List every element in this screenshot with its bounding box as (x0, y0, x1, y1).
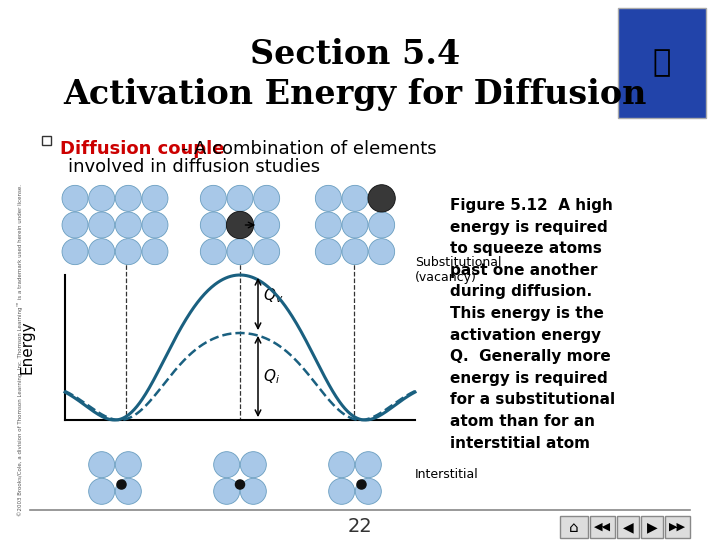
Circle shape (89, 212, 114, 238)
Circle shape (315, 185, 341, 211)
Circle shape (142, 239, 168, 265)
Circle shape (200, 239, 226, 265)
Text: ⌂: ⌂ (570, 519, 579, 535)
Text: ◀: ◀ (623, 520, 634, 534)
Circle shape (253, 185, 279, 211)
Circle shape (115, 478, 141, 504)
Circle shape (142, 212, 168, 238)
Circle shape (89, 478, 114, 504)
Text: 📗: 📗 (653, 49, 671, 78)
Text: ◀◀: ◀◀ (593, 522, 611, 532)
Circle shape (357, 480, 366, 489)
Text: Figure 5.12  A high
energy is required
to squeeze atoms
past one another
during : Figure 5.12 A high energy is required to… (450, 198, 615, 450)
Circle shape (342, 212, 368, 238)
Bar (590, 516, 615, 538)
Circle shape (200, 185, 226, 211)
Circle shape (356, 478, 382, 504)
Circle shape (115, 212, 141, 238)
Circle shape (117, 480, 126, 489)
Text: 22: 22 (348, 517, 372, 537)
Circle shape (115, 185, 141, 211)
Circle shape (226, 211, 253, 239)
Circle shape (214, 478, 240, 504)
Circle shape (89, 239, 114, 265)
Circle shape (342, 239, 368, 265)
Circle shape (214, 451, 240, 478)
Circle shape (369, 239, 395, 265)
Circle shape (356, 451, 382, 478)
Circle shape (315, 239, 341, 265)
Text: Diffusion couple: Diffusion couple (60, 140, 225, 158)
Circle shape (328, 451, 355, 478)
Circle shape (142, 185, 168, 211)
Circle shape (62, 212, 88, 238)
Circle shape (115, 451, 141, 478)
Circle shape (62, 239, 88, 265)
Text: Energy: Energy (19, 321, 35, 374)
Circle shape (240, 451, 266, 478)
Text: ▶: ▶ (647, 520, 657, 534)
Text: ©2003 Brooks/Cole, a division of Thomson Learning, Inc. Thomson Learning™ is a t: ©2003 Brooks/Cole, a division of Thomson… (17, 184, 23, 516)
Text: $Q_i$: $Q_i$ (263, 367, 280, 386)
Circle shape (89, 451, 114, 478)
Circle shape (235, 480, 245, 489)
Text: Section 5.4: Section 5.4 (250, 38, 460, 71)
Bar (665, 516, 690, 538)
Circle shape (328, 478, 355, 504)
Circle shape (115, 239, 141, 265)
Text: $Q_v$: $Q_v$ (263, 287, 284, 305)
Circle shape (253, 212, 279, 238)
Circle shape (200, 212, 226, 238)
Circle shape (369, 185, 395, 211)
Bar (617, 516, 639, 538)
Circle shape (62, 185, 88, 211)
Text: Interstitial: Interstitial (415, 468, 479, 481)
Circle shape (315, 212, 341, 238)
Text: Substitutional
(vacancy): Substitutional (vacancy) (415, 256, 502, 284)
Bar (560, 516, 588, 538)
Circle shape (227, 185, 253, 211)
Bar (42, 136, 51, 145)
Text: involved in diffusion studies: involved in diffusion studies (68, 158, 320, 176)
Text: ▶▶: ▶▶ (668, 522, 685, 532)
Circle shape (368, 185, 395, 212)
Circle shape (89, 185, 114, 211)
Circle shape (253, 239, 279, 265)
Bar (641, 516, 663, 538)
Text: - A combination of elements: - A combination of elements (176, 140, 436, 158)
Text: Activation Energy for Diffusion: Activation Energy for Diffusion (63, 78, 647, 111)
FancyBboxPatch shape (618, 8, 706, 118)
Circle shape (369, 212, 395, 238)
Circle shape (227, 212, 253, 238)
Circle shape (227, 239, 253, 265)
Circle shape (342, 185, 368, 211)
Circle shape (240, 478, 266, 504)
